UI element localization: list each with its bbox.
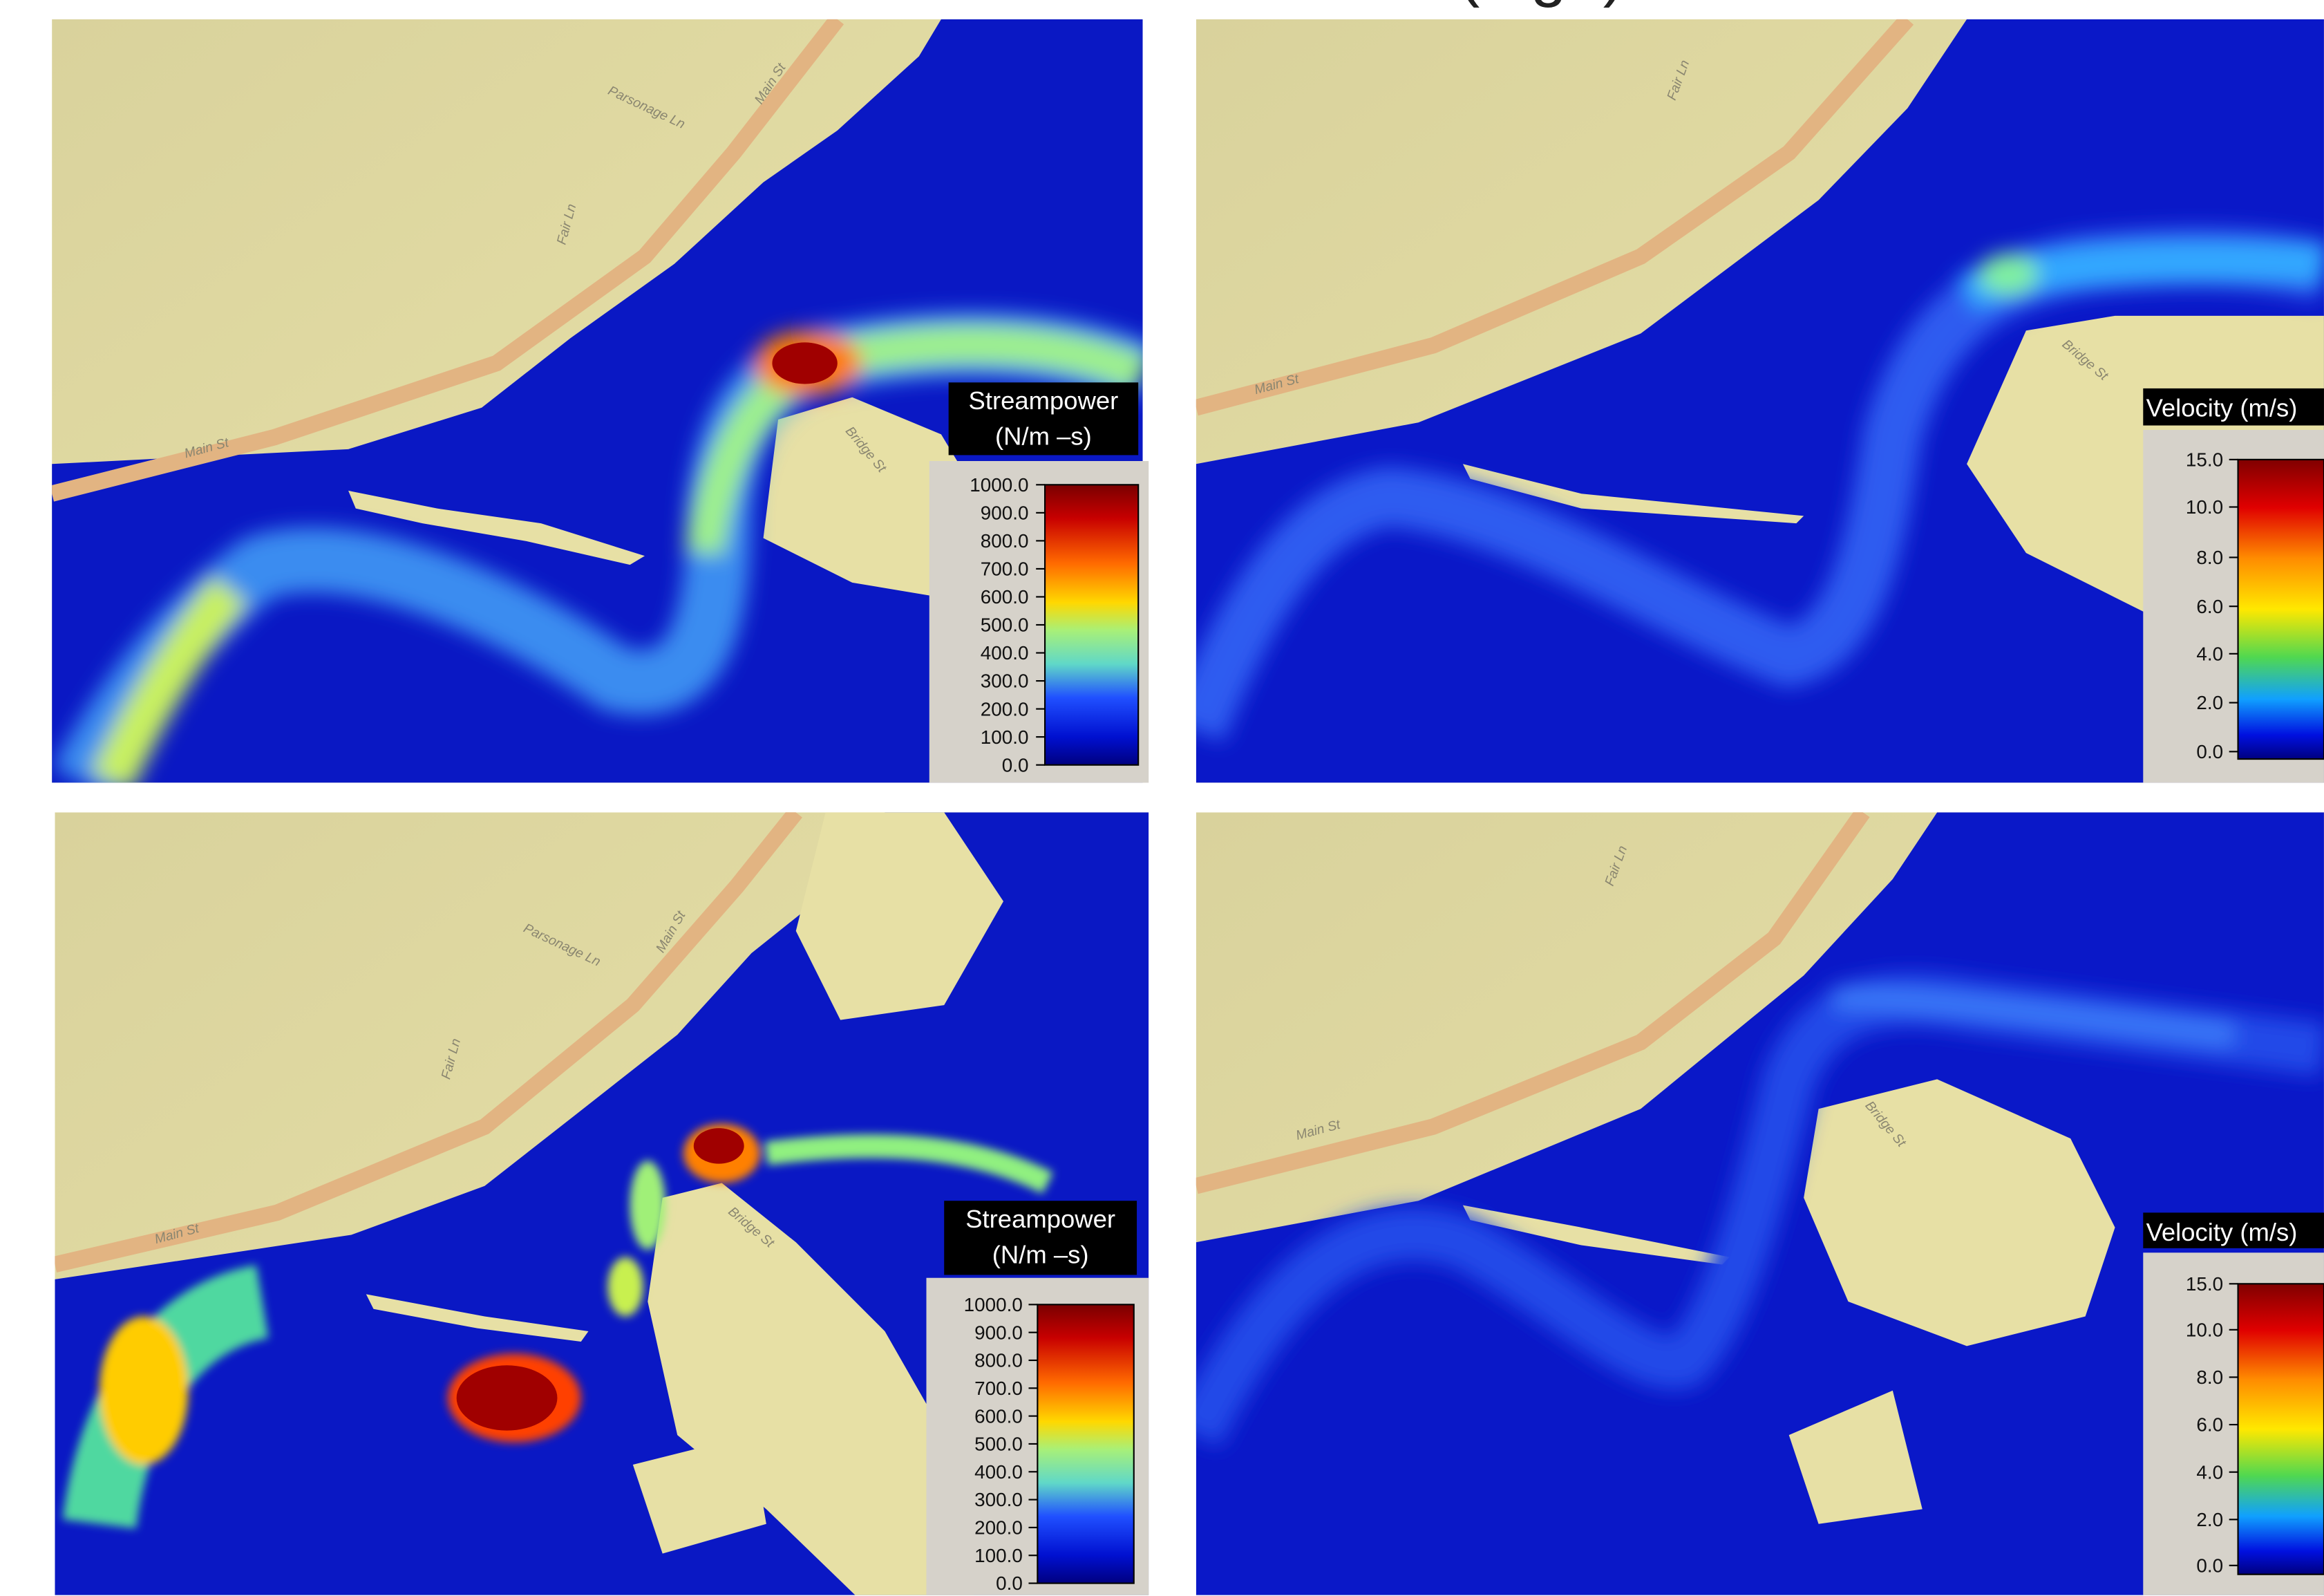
legend-tick-label: 1000.0 [964,1294,1023,1315]
legend-tick-label: 100.0 [974,1545,1023,1566]
legend-tick-label: 600.0 [974,1405,1023,1427]
legend-title: Velocity (m/s) [2146,1218,2298,1246]
legend-tick-label: 15.0 [2186,1273,2223,1295]
legend-tick-label: 0.0 [2196,741,2223,762]
page: {"title":"(high)", "panels":[ {"streets"… [0,0,2324,1596]
legend-tick-label: 400.0 [981,642,1029,664]
legend-tick-label: 400.0 [974,1461,1023,1483]
legend-tick-label: 700.0 [981,558,1029,580]
legend-tick-label: 500.0 [974,1434,1023,1455]
legend-title: Streampower [969,386,1119,415]
legend-tick-label: 700.0 [974,1378,1023,1399]
legend-tick-label: 800.0 [974,1350,1023,1371]
hotspot [772,342,837,384]
legend-tick-label: 4.0 [2196,1461,2223,1483]
legend-tick-label: 15.0 [2186,449,2223,471]
legend-tick-label: 2.0 [2196,692,2223,713]
legend-tick-label: 6.0 [2196,1414,2223,1436]
colorbar [1037,1304,1133,1583]
legend-tick-label: 6.0 [2196,596,2223,617]
legend-tick-label: 900.0 [974,1322,1023,1343]
legend-tick-label: 8.0 [2196,547,2223,568]
legend-tick-label: 0.0 [996,1572,1023,1594]
legend-tick-label: 300.0 [981,670,1029,692]
legend-tick-label: 300.0 [974,1489,1023,1510]
legend-tick-label: 10.0 [2186,1319,2223,1340]
colorbar [1045,485,1138,764]
legend-tick-label: 200.0 [981,698,1029,720]
figure-title: (high) [1458,0,1625,8]
legend-tick-label: 900.0 [981,503,1029,524]
legend-tick-label: 2.0 [2196,1509,2223,1530]
hotspot [457,1365,558,1430]
legend-tick-label: 600.0 [981,586,1029,608]
hotspot [694,1128,744,1163]
legend-tick-label: 0.0 [2196,1555,2223,1576]
legend-tick-label: 10.0 [2186,496,2223,518]
legend-tick-label: 0.0 [1002,754,1029,776]
legend-unit: (N/m –s) [995,422,1092,450]
legend-unit: (N/m –s) [992,1240,1089,1268]
legend-tick-label: 100.0 [981,726,1029,748]
legend-tick-label: 200.0 [974,1517,1023,1539]
legend-title: Streampower [965,1205,1115,1233]
legend-tick-label: 8.0 [2196,1367,2223,1388]
legend-tick-label: 800.0 [981,530,1029,552]
colorbar [2238,460,2324,759]
figure: (high) [0,0,2324,1596]
legend-tick-label: 1000.0 [970,474,1028,496]
legend-tick-label: 500.0 [981,614,1029,636]
colorbar [2238,1284,2324,1574]
legend-tick-label: 4.0 [2196,643,2223,664]
legend-title: Velocity (m/s) [2146,394,2298,422]
